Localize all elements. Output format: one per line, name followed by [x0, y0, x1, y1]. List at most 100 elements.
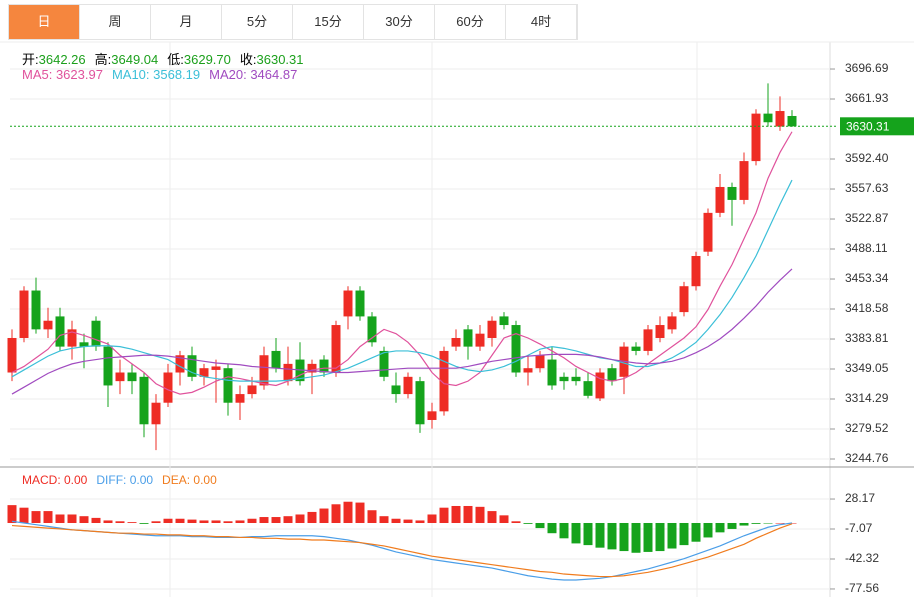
candle-body — [259, 355, 269, 386]
last-price-label: 3630.31 — [846, 119, 890, 133]
legend-item: DIFF: 0.00 — [96, 473, 154, 487]
macd-bar — [655, 522, 665, 552]
macd-bar — [115, 521, 125, 523]
candle-body — [403, 376, 413, 395]
candle-body — [79, 342, 89, 347]
indicator-line — [11, 520, 793, 581]
candle-body — [451, 337, 461, 347]
candle-body — [343, 290, 353, 317]
macd-bar — [79, 516, 89, 523]
macd-bar — [727, 522, 737, 529]
y-tick-label: -77.56 — [845, 581, 879, 595]
macd-bar — [187, 519, 197, 523]
last-price-tag — [840, 117, 914, 136]
y-tick-label: 3557.63 — [845, 181, 889, 195]
macd-bar — [715, 522, 725, 533]
macd-bar — [7, 505, 17, 523]
candle-body — [547, 359, 557, 386]
period-tab[interactable]: 15分 — [293, 5, 364, 39]
ohlc-label: 高: — [94, 52, 112, 67]
ohlc-item: 高:3649.04 — [95, 49, 159, 68]
macd-bar — [631, 522, 641, 553]
macd-bar — [43, 511, 53, 523]
candle-body — [211, 366, 221, 370]
y-tick-label: 3488.11 — [845, 241, 888, 255]
ma-legend: MA5: 3623.97 MA10: 3568.19 MA20: 3464.87 — [22, 67, 297, 82]
ohlc-label: 收: — [239, 52, 257, 67]
macd-bar — [343, 501, 353, 523]
macd-bar — [319, 508, 329, 523]
y-tick-label: 3592.40 — [845, 151, 889, 165]
candle-body — [763, 113, 773, 123]
y-tick-label: 3244.76 — [845, 451, 889, 465]
y-tick-label: 3696.69 — [845, 61, 889, 75]
candle-body — [247, 385, 257, 395]
macd-bar — [247, 518, 257, 523]
candle-body — [535, 355, 545, 369]
candle-body — [355, 290, 365, 317]
ohlc-item: 低:3629.70 — [167, 49, 231, 68]
period-tab[interactable]: 周 — [80, 5, 151, 39]
macd-bar — [739, 522, 749, 526]
candle-body — [151, 402, 161, 425]
y-tick-label: 3314.29 — [845, 391, 889, 405]
macd-bar — [151, 521, 161, 523]
candle-body — [139, 376, 149, 425]
macd-bar — [451, 505, 461, 523]
indicator-line — [11, 131, 793, 395]
macd-bar — [175, 518, 185, 523]
macd-legend: MACD: 0.00 DIFF: 0.00 DEA: 0.00 — [22, 473, 217, 487]
candle-body — [115, 372, 125, 382]
period-tab[interactable]: 60分 — [435, 5, 506, 39]
ohlc-label: 低: — [167, 52, 184, 67]
candle-body — [319, 359, 329, 373]
candle-body — [499, 316, 509, 326]
macd-bar — [211, 520, 221, 523]
candle-body — [679, 286, 689, 313]
period-tab[interactable]: 4时 — [506, 5, 577, 39]
candle-body — [307, 363, 317, 373]
macd-bar — [355, 502, 365, 523]
legend-item: MA5: 3623.97 — [22, 67, 103, 82]
candle-body — [559, 376, 569, 382]
candle-body — [223, 368, 233, 403]
candle-body — [415, 381, 425, 425]
macd-bar — [139, 522, 149, 524]
candle-body — [595, 372, 605, 399]
macd-bar — [391, 518, 401, 523]
y-tick-label: 3418.58 — [845, 301, 889, 315]
indicator-line — [11, 523, 793, 578]
ohlc-value: 3642.26 — [38, 52, 86, 67]
legend-item: MACD: 0.00 — [22, 473, 88, 487]
candle-body — [103, 346, 113, 386]
period-tab[interactable]: 日 — [9, 5, 80, 39]
y-tick-label: 3661.93 — [845, 91, 889, 105]
candle-body — [31, 290, 41, 330]
ohlc-value: 3629.70 — [183, 52, 231, 67]
macd-bar — [367, 510, 377, 523]
candle-body — [475, 333, 485, 347]
candle-body — [427, 411, 437, 420]
macd-bar — [415, 520, 425, 523]
macd-bar — [691, 522, 701, 542]
macd-bar — [283, 516, 293, 523]
macd-bar — [55, 514, 65, 523]
ohlc-legend: 开:3642.26 高:3649.04 低:3629.70 收:3630.31 — [22, 49, 304, 68]
period-tab[interactable]: 月 — [151, 5, 222, 39]
macd-bar — [103, 520, 113, 523]
macd-bar — [775, 522, 785, 524]
macd-bar — [259, 517, 269, 523]
macd-bar — [547, 522, 557, 534]
macd-bar — [427, 514, 437, 523]
macd-bar — [91, 517, 101, 523]
candle-body — [787, 115, 797, 127]
candle-body — [379, 350, 389, 377]
candle-body — [667, 316, 677, 330]
indicator-line — [11, 268, 793, 395]
period-tab[interactable]: 30分 — [364, 5, 435, 39]
period-tab[interactable]: 5分 — [222, 5, 293, 39]
macd-bar — [643, 522, 653, 552]
candle-body — [175, 355, 185, 373]
macd-bar — [67, 514, 77, 523]
candle-body — [199, 368, 209, 377]
